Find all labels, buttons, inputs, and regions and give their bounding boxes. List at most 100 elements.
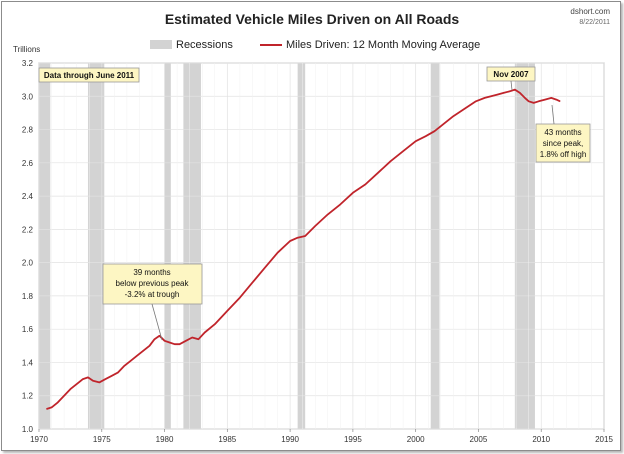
- series-point-0-8: [92, 380, 94, 382]
- series-point-0-22: [174, 343, 176, 345]
- series-point-0-65: [555, 99, 557, 100]
- series-point-0-49: [452, 115, 454, 117]
- legend-series-label: Miles Driven: 12 Month Moving Average: [286, 39, 480, 51]
- x-tick-label-1: 1975: [93, 435, 111, 444]
- series-point-0-2: [57, 401, 59, 403]
- chart-title: Estimated Vehicle Miles Driven on All Ro…: [165, 11, 460, 27]
- recession-band-3: [183, 63, 201, 429]
- series-point-0-39: [339, 204, 341, 205]
- series-point-0-6: [82, 378, 84, 380]
- annotation-39-months: 39 months below previous peak -3.2% at t…: [102, 263, 203, 341]
- series-point-0-36: [304, 235, 306, 237]
- series-point-0-24: [185, 340, 187, 342]
- svg-text:43 months: 43 months: [544, 128, 581, 137]
- series-point-0-37: [314, 225, 316, 227]
- legend-recession-swatch: [150, 40, 172, 49]
- series-point-0-21: [169, 342, 170, 343]
- y-tick-label-9: 2.8: [22, 126, 34, 135]
- series-point-0-64: [550, 97, 552, 99]
- series-point-0-63: [544, 99, 546, 100]
- series-point-0-32: [264, 267, 266, 269]
- recession-band-4: [297, 63, 306, 429]
- series-point-0-43: [390, 160, 391, 162]
- series-point-0-25: [191, 337, 193, 338]
- series-point-0-28: [214, 323, 216, 325]
- series-point-0-54: [496, 94, 498, 96]
- series-point-0-52: [484, 97, 486, 99]
- series-point-0-50: [465, 107, 467, 109]
- recession-band-2: [164, 63, 171, 429]
- series-point-0-0: [46, 408, 47, 410]
- svg-text:39 months: 39 months: [133, 268, 170, 277]
- x-tick-label-4: 1990: [281, 435, 299, 444]
- x-tick-label-7: 2005: [470, 435, 488, 444]
- series-point-0-31: [252, 282, 253, 283]
- svg-text:1.8% off high: 1.8% off high: [540, 150, 587, 159]
- series-point-0-29: [226, 310, 228, 312]
- series-point-0-19: [159, 335, 160, 337]
- series-point-0-17: [149, 345, 150, 347]
- legend-recessions-label: Recessions: [176, 39, 233, 51]
- series-point-0-40: [352, 192, 354, 194]
- y-tick-label-1: 1.2: [22, 392, 34, 401]
- series-point-0-26: [198, 338, 199, 340]
- series-point-0-27: [204, 332, 206, 333]
- series-point-0-34: [289, 240, 291, 242]
- series-point-0-33: [277, 252, 278, 254]
- series-point-0-9: [98, 382, 100, 383]
- annotation-43-months: 43 months since peak, 1.8% off high: [535, 104, 591, 163]
- series-point-0-12: [117, 372, 119, 373]
- series-point-0-14: [130, 360, 132, 362]
- series-point-0-47: [434, 130, 435, 132]
- series-point-0-5: [76, 383, 78, 385]
- series-point-0-7: [87, 377, 89, 378]
- y-tick-label-5: 2.0: [22, 259, 34, 268]
- svg-text:below previous peak: below previous peak: [116, 279, 190, 288]
- recession-band-5: [430, 63, 440, 429]
- series-point-0-11: [111, 375, 113, 377]
- y-axis-label: Trillions: [13, 45, 40, 54]
- series-point-0-38: [327, 213, 329, 215]
- series-point-0-57: [514, 89, 516, 91]
- series-point-0-46: [425, 135, 427, 137]
- series-point-0-62: [538, 100, 540, 102]
- series-point-0-61: [533, 102, 535, 104]
- series-point-0-23: [179, 343, 181, 345]
- annotation-nov-2007: Nov 2007: [486, 66, 536, 91]
- series-point-0-66: [559, 100, 561, 102]
- series-point-0-45: [415, 140, 417, 142]
- svg-text:-3.2% at trough: -3.2% at trough: [125, 290, 180, 299]
- y-tick-label-0: 1.0: [22, 425, 34, 434]
- date-label: 8/22/2011: [579, 19, 610, 26]
- series-point-0-16: [142, 350, 144, 352]
- series-point-0-59: [524, 97, 526, 99]
- svg-text:Data through June 2011: Data through June 2011: [44, 71, 135, 80]
- y-tick-label-6: 2.2: [22, 225, 34, 234]
- y-tick-label-3: 1.6: [22, 325, 34, 334]
- series-point-0-13: [123, 365, 125, 367]
- y-tick-label-8: 2.6: [22, 159, 34, 168]
- series-point-0-60: [528, 100, 530, 102]
- x-tick-label-9: 2015: [595, 435, 613, 444]
- x-tick-label-0: 1970: [30, 435, 48, 444]
- series-point-0-3: [63, 395, 65, 397]
- recession-band-6: [514, 63, 535, 429]
- series-point-0-44: [402, 150, 404, 152]
- x-tick-label-3: 1985: [218, 435, 236, 444]
- series-point-0-58: [519, 92, 521, 94]
- annotation-data-through: Data through June 2011: [38, 67, 140, 83]
- series-point-0-1: [51, 406, 52, 408]
- source-label: dshort.com: [570, 7, 610, 16]
- series-point-0-51: [475, 100, 477, 102]
- series-point-0-30: [239, 297, 241, 298]
- series-point-0-56: [509, 90, 511, 92]
- recession-band-1: [87, 63, 105, 429]
- x-tick-label-8: 2010: [532, 435, 550, 444]
- series-point-0-48: [440, 125, 442, 127]
- series-point-0-10: [105, 378, 106, 380]
- x-tick-label-5: 1995: [344, 435, 362, 444]
- series-point-0-15: [136, 355, 138, 357]
- y-tick-label-2: 1.4: [22, 358, 34, 367]
